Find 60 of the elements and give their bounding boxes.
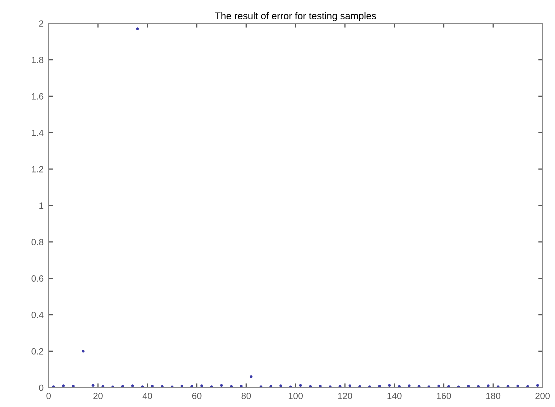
x-tick-label: 80 bbox=[242, 392, 252, 400]
x-tick-label: 120 bbox=[338, 392, 352, 400]
x-tick-label: 100 bbox=[288, 392, 303, 400]
point bbox=[467, 385, 470, 388]
x-tick-label: 180 bbox=[486, 392, 501, 400]
x-tick-label: 140 bbox=[388, 392, 402, 400]
point bbox=[62, 384, 66, 388]
x-tick-label: 40 bbox=[142, 392, 152, 400]
y-tick-label: 2 bbox=[39, 20, 44, 27]
point bbox=[506, 385, 510, 388]
y-tick-label: 0.6 bbox=[32, 276, 44, 282]
point bbox=[319, 385, 322, 388]
point bbox=[131, 384, 134, 388]
x-tick-label: 0 bbox=[46, 392, 51, 400]
point bbox=[240, 385, 243, 388]
y-tick-label: 0 bbox=[39, 384, 44, 392]
y-tick-label: 1.8 bbox=[32, 57, 44, 64]
point bbox=[526, 385, 530, 388]
point bbox=[220, 384, 224, 388]
y-tick-label: 0.4 bbox=[32, 312, 44, 318]
point bbox=[200, 384, 204, 388]
point bbox=[388, 384, 392, 388]
x-tick-label: 60 bbox=[192, 392, 202, 400]
y-tick-label: 0.8 bbox=[32, 239, 44, 246]
point bbox=[398, 385, 401, 388]
point bbox=[190, 385, 194, 388]
point bbox=[72, 385, 75, 388]
point bbox=[448, 385, 450, 388]
point bbox=[358, 385, 362, 388]
x-tick-label: 160 bbox=[437, 392, 452, 400]
point bbox=[516, 384, 520, 388]
point bbox=[338, 385, 342, 388]
y-tick-label: 1.4 bbox=[32, 130, 44, 136]
point bbox=[348, 384, 352, 388]
point bbox=[378, 385, 382, 388]
point bbox=[136, 28, 140, 30]
point bbox=[161, 385, 164, 388]
point bbox=[151, 385, 154, 388]
point bbox=[250, 376, 253, 378]
point bbox=[82, 350, 85, 353]
y-tick-label: 1.6 bbox=[32, 93, 44, 100]
point bbox=[418, 385, 421, 388]
point bbox=[92, 384, 95, 388]
point bbox=[280, 384, 282, 388]
point bbox=[408, 384, 411, 388]
point bbox=[536, 384, 540, 388]
point bbox=[477, 385, 480, 388]
point bbox=[180, 384, 184, 388]
point bbox=[122, 385, 124, 388]
point bbox=[438, 384, 440, 388]
y-tick-label: 1.2 bbox=[32, 166, 44, 173]
y-tick-label: 0.2 bbox=[32, 348, 44, 355]
point bbox=[309, 385, 312, 388]
point bbox=[230, 385, 233, 388]
point bbox=[299, 384, 302, 388]
y-tick-label: 1 bbox=[40, 202, 44, 210]
point bbox=[487, 384, 490, 388]
chart-title: The result of error for testing samples bbox=[215, 12, 376, 22]
x-tick-label: 20 bbox=[94, 392, 103, 400]
x-tick-label: 200 bbox=[536, 392, 550, 400]
